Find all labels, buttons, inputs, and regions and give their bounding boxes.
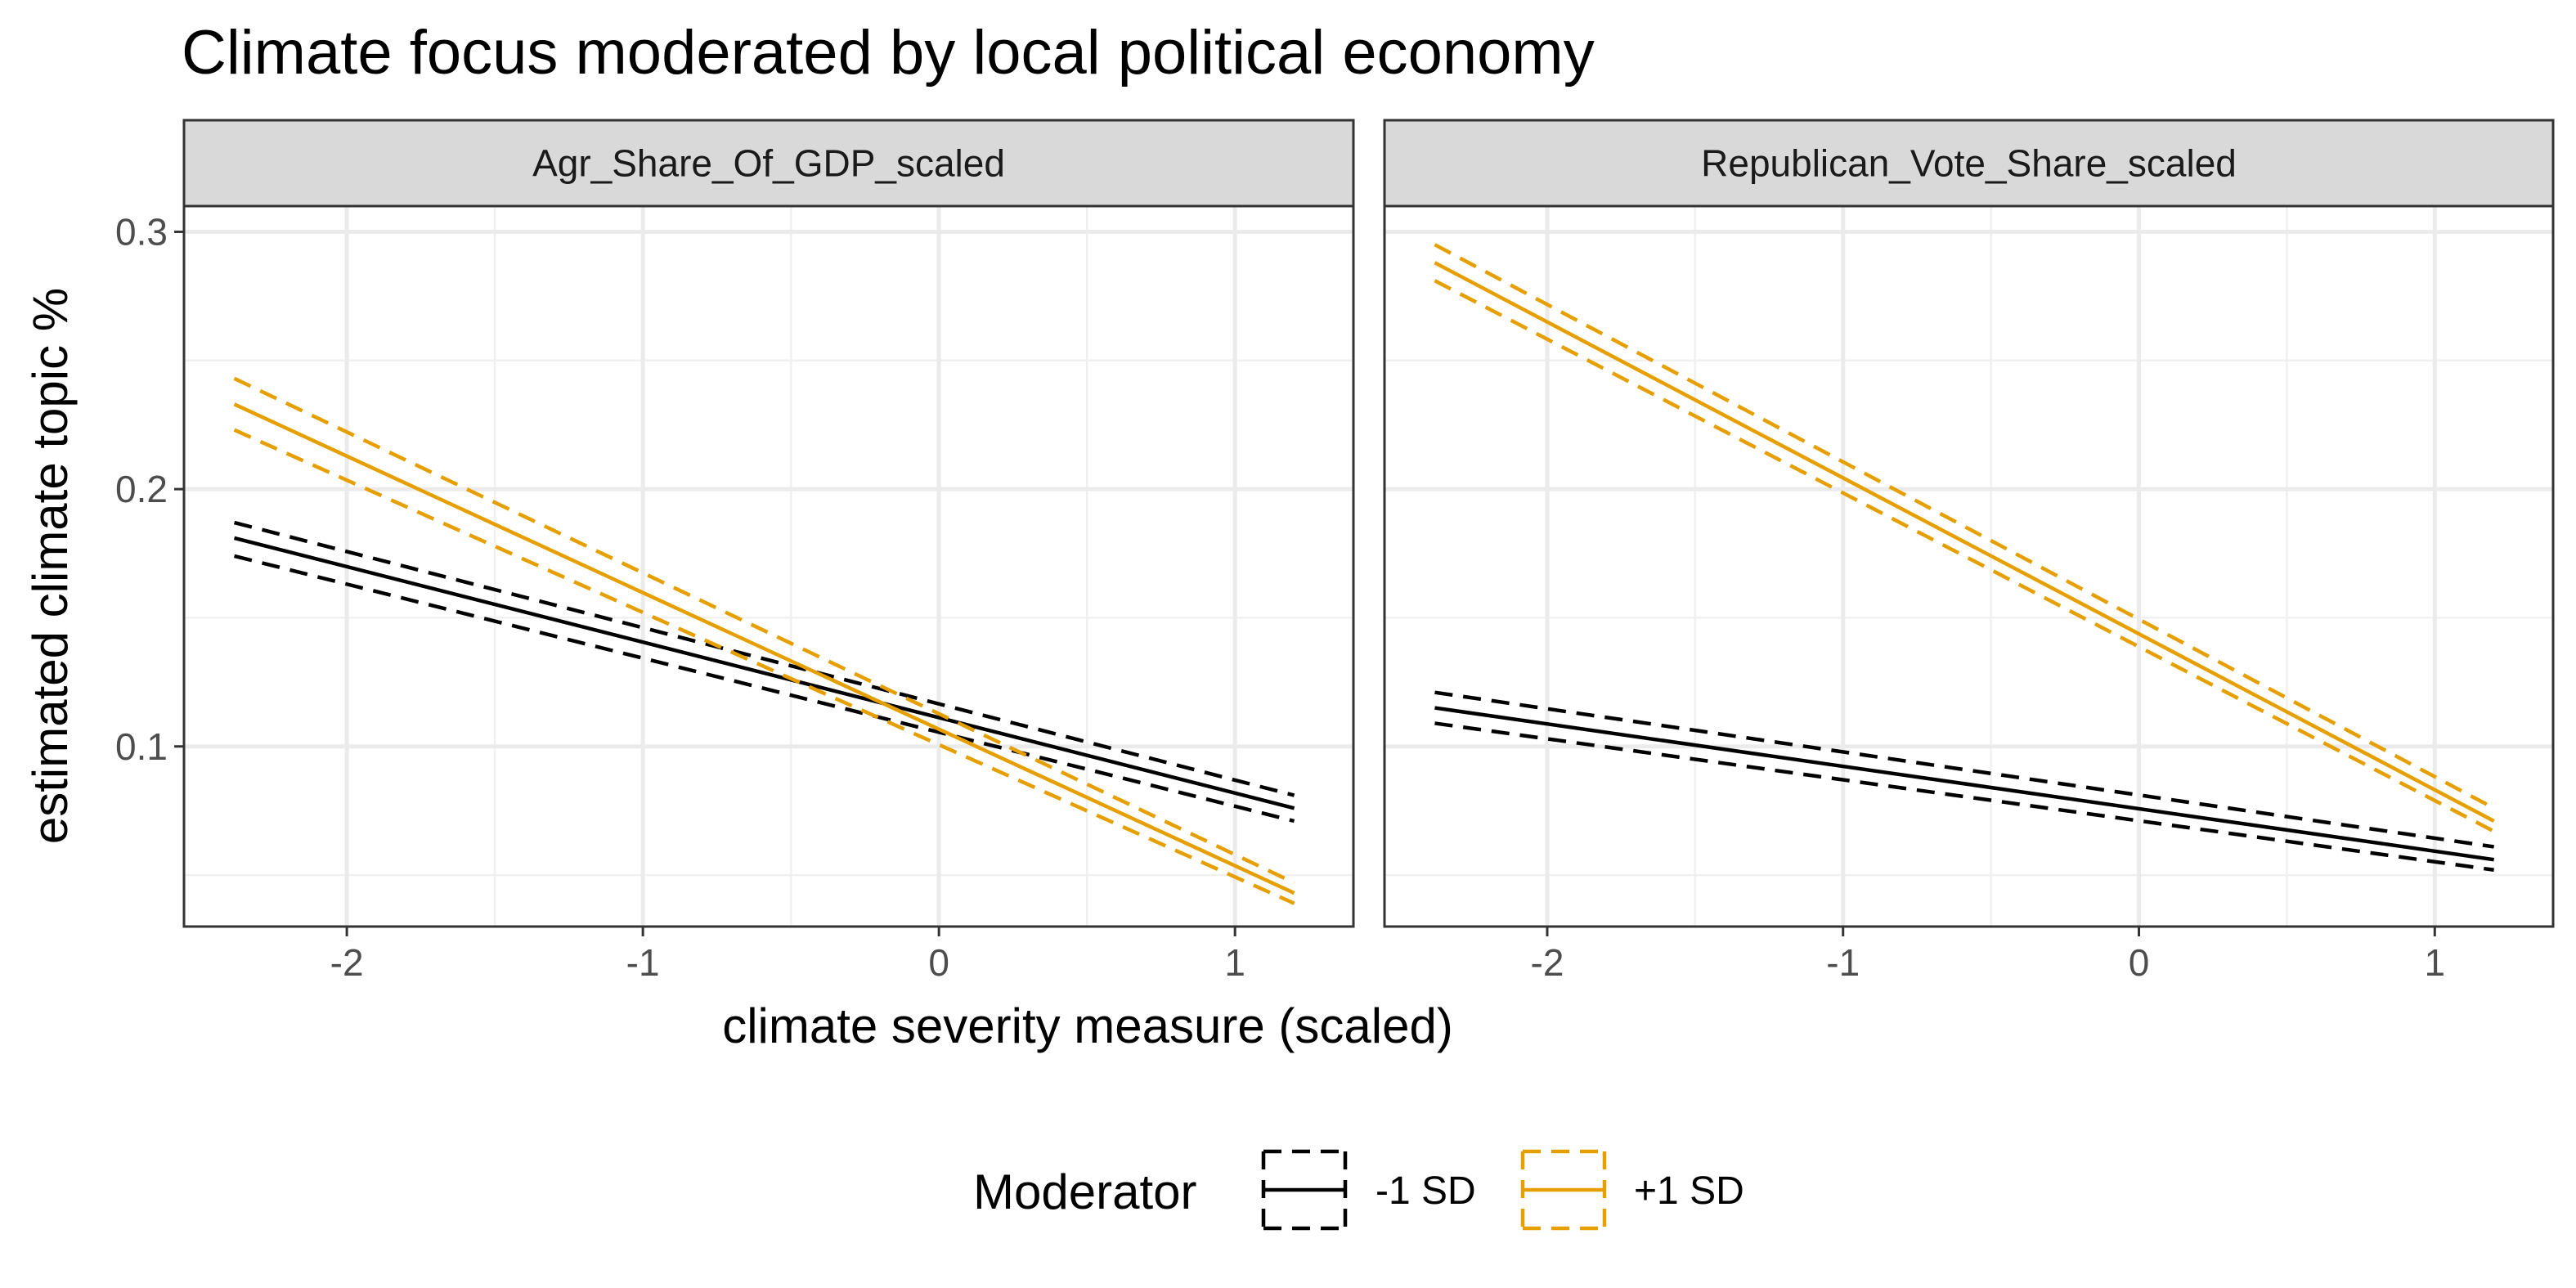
x-tick-label: -2	[1531, 941, 1564, 984]
ci-lower-line	[233, 428, 1295, 905]
facet-strip-label: Republican_Vote_Share_scaled	[1701, 142, 2237, 185]
facet-panel-2: Republican_Vote_Share_scaled -2 -1 0 1	[1383, 119, 2555, 984]
x-axis-title: climate severity measure (scaled)	[722, 999, 1453, 1053]
facet-strip	[1383, 119, 2555, 208]
facet-strip-label: Agr_Share_Of_GDP_scaled	[532, 142, 1005, 185]
fit-line	[1434, 261, 2495, 823]
fit-line	[233, 536, 1295, 810]
fit-line	[233, 402, 1295, 895]
legend: Moderator -1 SD +1 SD	[973, 1149, 1744, 1231]
panel-background	[1384, 206, 2553, 927]
x-tick-label: -2	[330, 941, 364, 984]
series-minus-1sd	[1434, 690, 2494, 873]
ci-lower-line	[233, 554, 1295, 824]
legend-key-minus-1sd	[1261, 1149, 1348, 1231]
x-tick-label: 0	[2129, 941, 2150, 984]
y-tick-label: 0.2	[115, 468, 168, 510]
facet-panel-1: Agr_Share_Of_GDP_scaled -2 -1 0 1 0.1 0.2 0.3	[115, 119, 1355, 984]
facet-strip	[182, 119, 1355, 208]
legend-title: Moderator	[973, 1165, 1196, 1219]
series-minus-1sd	[233, 520, 1295, 824]
y-tick-label: 0.3	[115, 210, 168, 253]
legend-label: +1 SD	[1634, 1169, 1744, 1213]
ci-upper-line	[1434, 690, 2494, 849]
y-axis-title: estimated climate topic %	[23, 288, 78, 844]
series-plus-1sd	[1434, 243, 2495, 833]
chart-title: Climate focus moderated by local politic…	[182, 18, 1595, 88]
panel-background	[184, 206, 1353, 927]
ci-lower-line	[1434, 721, 2494, 873]
legend-key-plus-1sd	[1520, 1149, 1607, 1231]
facet-panels: Agr_Share_Of_GDP_scaled -2 -1 0 1 0.1 0.2 0.3 Re…	[115, 119, 2555, 984]
legend-label: -1 SD	[1376, 1169, 1476, 1213]
ci-upper-line	[233, 376, 1295, 885]
x-tick-label: -1	[1826, 941, 1860, 984]
ci-upper-line	[233, 520, 1295, 797]
x-tick-label: 0	[928, 941, 949, 984]
x-tick-label: -1	[626, 941, 660, 984]
x-tick-label: 1	[2424, 941, 2445, 984]
y-tick-label: 0.1	[115, 725, 168, 768]
series-plus-1sd	[233, 376, 1295, 905]
x-tick-label: 1	[1224, 941, 1245, 984]
fit-line	[1434, 706, 2494, 862]
